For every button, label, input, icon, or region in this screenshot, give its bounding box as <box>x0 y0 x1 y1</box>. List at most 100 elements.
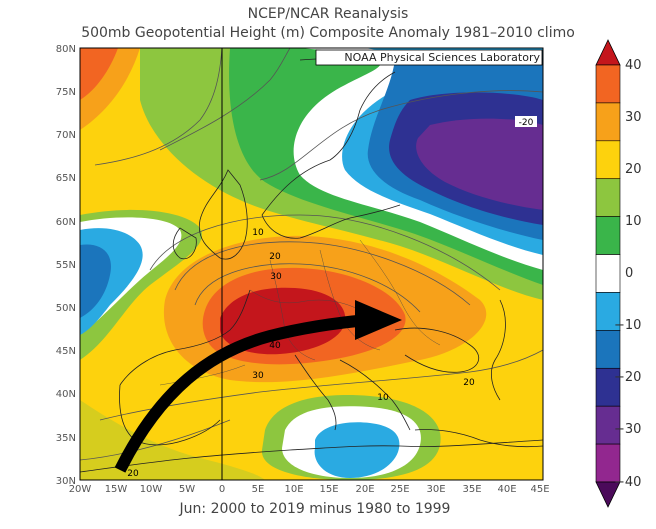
lat-tick-label: 50N <box>56 303 76 314</box>
flow-arrow-shaft <box>114 314 369 473</box>
lat-tick-label: 35N <box>56 433 76 444</box>
lon-tick-label: 20W <box>69 484 92 495</box>
country-borders <box>159 239 441 386</box>
coastline-italy <box>294 354 337 431</box>
colorbar-top-cap <box>595 39 621 66</box>
colorbar-segment <box>595 330 621 369</box>
lat-axis: 80N 75N 70N 65N 60N 55N 50N 45N 40N 35N … <box>56 44 76 487</box>
lon-tick-label: 5W <box>179 484 195 495</box>
coastline-britain <box>198 169 248 260</box>
lat-tick-label: 60N <box>56 217 76 228</box>
colorbar-label: −20 <box>614 370 641 385</box>
colorbar-label: −30 <box>614 422 641 437</box>
map-title: NCEP/NCAR Reanalysis <box>247 6 409 22</box>
colorbar-bottom-cap <box>595 481 621 508</box>
map-frame <box>79 47 544 481</box>
lon-tick-label: 10W <box>140 484 163 495</box>
coastline-black-sea <box>394 327 480 373</box>
coastline-caspian <box>490 299 506 401</box>
lat-tick-label: 75N <box>56 87 76 98</box>
field-south-cyan <box>314 422 400 478</box>
contour-label: 30 <box>252 371 264 381</box>
contour-label: 30 <box>270 272 282 282</box>
contour-label: 20 <box>127 469 139 479</box>
lon-tick-label: 15W <box>105 484 128 495</box>
contour-label: -20 <box>519 118 534 128</box>
lon-tick-label: 30E <box>426 484 445 495</box>
colorbar-segment <box>595 254 621 293</box>
colorbar-segment <box>595 102 621 142</box>
border-line <box>359 239 441 346</box>
lon-tick-label: 25E <box>390 484 409 495</box>
lon-tick-label: 0 <box>219 484 225 495</box>
border-line <box>249 289 361 311</box>
colorbar-label: 10 <box>625 214 642 229</box>
contour-label: 10 <box>252 228 264 238</box>
field-nw-hot <box>80 48 118 100</box>
contour-label: 20 <box>269 252 281 262</box>
colorbar-segment <box>595 178 621 217</box>
lat-tick-label: 65N <box>56 173 76 184</box>
colorbar-segment <box>595 367 621 407</box>
colorbar-label: 40 <box>625 58 642 73</box>
coastline-balkans <box>339 359 411 431</box>
colorbar-segment <box>595 292 621 331</box>
contour-line <box>159 48 291 151</box>
colorbar-label: 30 <box>625 110 642 125</box>
colorbar-segment <box>595 140 621 180</box>
lon-tick-label: 45E <box>530 484 549 495</box>
coastline-ireland <box>172 227 197 260</box>
colorbar-label: −10 <box>614 318 641 333</box>
lon-tick-label: 15E <box>319 484 338 495</box>
lat-tick-label: 55N <box>56 260 76 271</box>
contour-labels: -20 10 20 30 40 30 20 10 20 <box>127 116 537 479</box>
coastline-scandinavia <box>261 71 396 216</box>
field-north-purple <box>416 118 543 210</box>
colorbar-segment <box>595 64 621 104</box>
lon-tick-label: 5E <box>252 484 265 495</box>
contour-label-bg <box>515 116 537 127</box>
lat-tick-label: 45N <box>56 346 76 357</box>
credit-box <box>315 49 543 66</box>
credit-text: NOAA Physical Sciences Laboratory <box>344 51 540 64</box>
coastline-iberia-france <box>119 289 251 386</box>
lon-tick-label: 40E <box>497 484 516 495</box>
colorbar-label: 20 <box>625 162 642 177</box>
colorbar-label: −40 <box>614 475 641 490</box>
coastline-anatolia <box>414 429 543 448</box>
lon-axis: 20W 15W 10W 5W 0 5E 10E 15E 20E 25E 30E … <box>69 484 550 495</box>
field-west-blue <box>80 244 111 318</box>
colorbar-segment <box>595 443 621 483</box>
coastlines <box>80 57 543 473</box>
colorbar-labels: 40 30 20 10 0 −10 −20 −30 −40 <box>614 58 642 490</box>
lat-tick-label: 70N <box>56 130 76 141</box>
coastline-north-africa <box>80 439 543 473</box>
contour-line <box>194 263 421 313</box>
lat-tick-label: 80N <box>56 44 76 55</box>
contour-line <box>174 241 471 306</box>
border-line <box>159 364 246 386</box>
colorbar-label: 0 <box>625 266 633 281</box>
border-line <box>319 249 381 351</box>
contour-label: 20 <box>463 378 475 388</box>
lat-tick-label: 30N <box>56 476 76 487</box>
lon-tick-label: 10E <box>284 484 303 495</box>
colorbar: 40 30 20 10 0 −10 −20 −30 −40 <box>595 39 642 508</box>
coastline-iberia-south <box>119 384 221 446</box>
map-footer: Jun: 2000 to 2019 minus 1980 to 1999 <box>179 501 451 517</box>
contour-line <box>259 90 543 181</box>
contour-line <box>94 48 223 166</box>
anomaly-field <box>80 48 543 480</box>
map-subtitle: 500mb Geopotential Height (m) Composite … <box>81 25 575 41</box>
lon-tick-label: 35E <box>462 484 481 495</box>
contour-label: 10 <box>377 393 389 403</box>
flow-arrow-head <box>355 300 402 340</box>
lon-tick-label: 20E <box>355 484 374 495</box>
contour-line <box>149 214 501 291</box>
coastline-baltic <box>261 204 401 239</box>
lat-tick-label: 40N <box>56 389 76 400</box>
contour-label: 40 <box>269 341 281 351</box>
colorbar-segment <box>595 216 621 255</box>
colorbar-segments <box>595 64 621 483</box>
